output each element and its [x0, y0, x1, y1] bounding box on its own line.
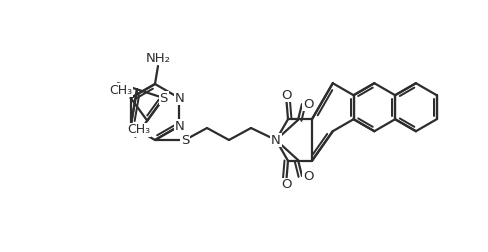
Text: S: S — [181, 134, 189, 146]
Text: N: N — [270, 134, 280, 146]
Text: CH₃: CH₃ — [126, 123, 150, 136]
Text: O: O — [280, 89, 291, 102]
Text: O: O — [302, 98, 313, 110]
Text: O: O — [280, 178, 291, 191]
Text: CH₃: CH₃ — [109, 84, 132, 97]
Text: S: S — [159, 91, 167, 105]
Text: NH₂: NH₂ — [145, 51, 170, 65]
Text: N: N — [270, 134, 280, 146]
Text: N: N — [174, 119, 184, 133]
Text: O: O — [302, 170, 313, 182]
Text: N: N — [174, 91, 184, 105]
